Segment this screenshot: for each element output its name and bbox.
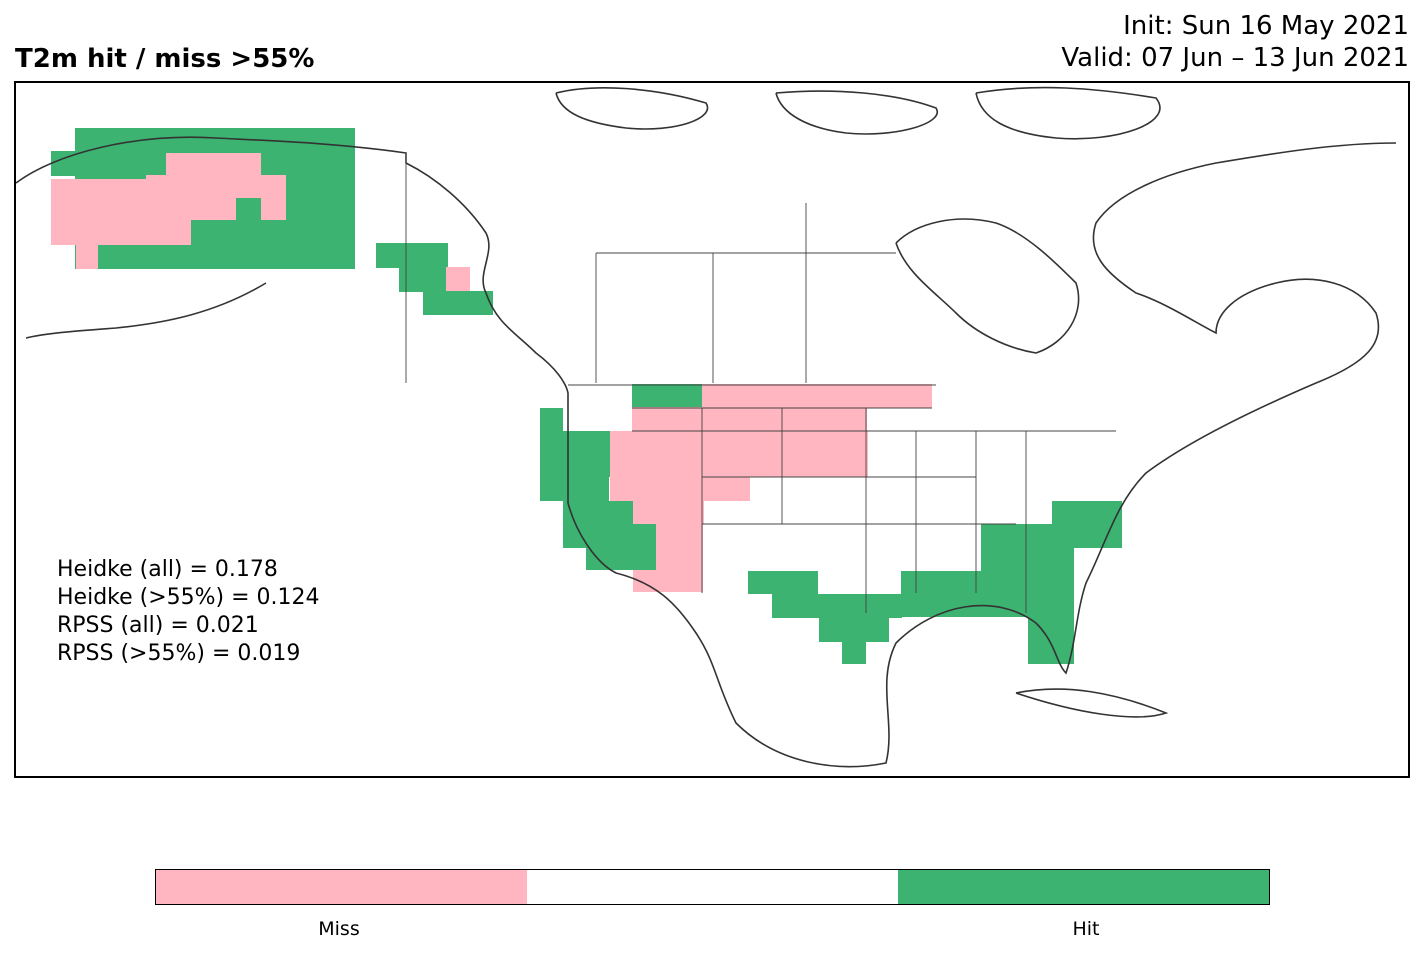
colorbar-hit-label: Hit [1072, 918, 1100, 940]
date-info: Init: Sun 16 May 2021 Valid: 07 Jun – 13… [1061, 10, 1409, 74]
skill-scores: Heidke (all) = 0.178 Heidke (>55%) = 0.1… [57, 556, 320, 668]
map-svg [16, 86, 1397, 768]
alaska-cells [51, 128, 355, 269]
colorbar-hit [898, 870, 1269, 904]
heidke-all: Heidke (all) = 0.178 [57, 557, 278, 582]
southeast-us-cells [748, 501, 1122, 664]
rpss-all: RPSS (all) = 0.021 [57, 613, 259, 638]
valid-period: Valid: 07 Jun – 13 Jun 2021 [1061, 43, 1409, 73]
colorbar-miss [156, 870, 527, 904]
colorbar-neutral [527, 870, 898, 904]
map-title: T2m hit / miss >55% [15, 44, 315, 74]
coastlines [16, 86, 1397, 768]
bc-coast-cells [376, 243, 493, 315]
rpss-55: RPSS (>55%) = 0.019 [57, 641, 301, 666]
state-borders [405, 153, 1116, 613]
heidke-55: Heidke (>55%) = 0.124 [57, 585, 320, 610]
western-us-cells [540, 384, 932, 592]
colorbar-miss-label: Miss [318, 918, 360, 940]
map-panel [14, 81, 1410, 778]
colorbar [155, 869, 1270, 905]
init-date: Init: Sun 16 May 2021 [1123, 11, 1409, 41]
